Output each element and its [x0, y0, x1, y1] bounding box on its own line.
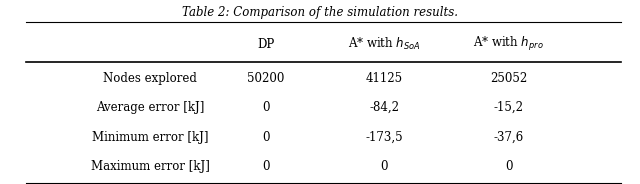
Text: -15,2: -15,2 [494, 101, 524, 114]
Text: 25052: 25052 [490, 72, 527, 85]
Text: 41125: 41125 [365, 72, 403, 85]
Text: 0: 0 [380, 160, 388, 173]
Text: Minimum error [kJ]: Minimum error [kJ] [92, 131, 209, 144]
Text: 0: 0 [262, 160, 269, 173]
Text: Average error [kJ]: Average error [kJ] [96, 101, 205, 114]
Text: 0: 0 [262, 131, 269, 144]
Text: Nodes explored: Nodes explored [104, 72, 197, 85]
Text: Table 2: Comparison of the simulation results.: Table 2: Comparison of the simulation re… [182, 6, 458, 19]
Text: -173,5: -173,5 [365, 131, 403, 144]
Text: 50200: 50200 [247, 72, 284, 85]
Text: A* with $h_{pro}$: A* with $h_{pro}$ [474, 35, 544, 53]
Text: 0: 0 [505, 160, 513, 173]
Text: Maximum error [kJ]: Maximum error [kJ] [91, 160, 210, 173]
Text: -37,6: -37,6 [493, 131, 524, 144]
Text: 0: 0 [262, 101, 269, 114]
Text: -84,2: -84,2 [369, 101, 399, 114]
Text: A* with $h_{SoA}$: A* with $h_{SoA}$ [348, 36, 420, 52]
Text: DP: DP [257, 38, 274, 51]
